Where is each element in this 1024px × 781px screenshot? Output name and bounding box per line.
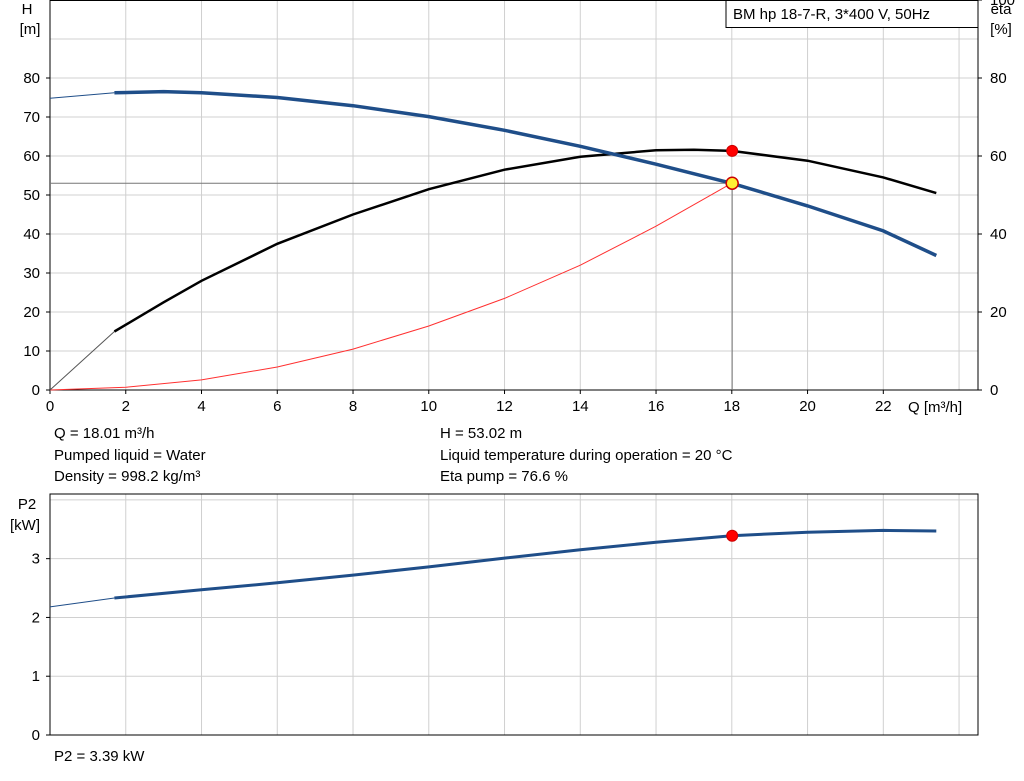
efficiency-curve [113,148,937,333]
head-value: H = 53.02 m [440,425,523,442]
y-axis-unit: [kW] [10,517,40,534]
x-tick-label: 8 [349,398,357,415]
title-box [725,0,979,28]
y-tick-label-right: 40 [990,226,1007,243]
x-tick-label: 6 [273,398,281,415]
x-tick-label: 20 [799,398,816,415]
efficiency-curve-extrapolated [49,331,115,391]
power-plot: 0 1 2 3 P2 [kW] [10,493,979,744]
power-operating-point [726,529,739,542]
y-axis-unit-right: [%] [990,21,1012,38]
x-tick-label: 12 [496,398,513,415]
chart-title: BM hp 18-7-R, 3*400 V, 50Hz [733,6,930,23]
y-tick-label-left: 10 [23,343,40,360]
y-tick-label-right: 60 [990,148,1007,165]
head-operating-point [725,176,739,190]
y-axis-unit-left: [m] [20,21,41,38]
x-axis-label: Q [m³/h] [908,399,962,416]
liquid-temperature: Liquid temperature during operation = 20… [440,447,733,464]
y-axis-label-right: eta [991,1,1013,18]
y-tick-label-right: 80 [990,70,1007,87]
y-tick-label-left: 70 [23,109,40,126]
power-value: P2 = 3.39 kW [54,748,145,765]
y-tick-label-right: 20 [990,304,1007,321]
y-tick-label: 2 [32,609,40,626]
system-curve [49,182,733,391]
y-tick-label: 1 [32,668,40,685]
power-curve [114,528,937,600]
power-curve-extrapolated [49,597,115,608]
y-tick-label-left: 80 [23,70,40,87]
y-tick-label-left: 40 [23,226,40,243]
y-tick-label-right: 100 [990,0,1015,9]
y-tick-label-left: 50 [23,187,40,204]
x-tick-label: 2 [122,398,130,415]
x-tick-label: 4 [197,398,205,415]
x-tick-label: 10 [420,398,437,415]
y-tick-label-left: 60 [23,148,40,165]
y-tick-label-right: 0 [990,382,998,399]
y-tick-label-left: 20 [23,304,40,321]
head-curve [114,89,938,258]
head-curve-extrapolated [49,92,115,99]
y-tick-label: 0 [32,727,40,744]
y-tick-label: 3 [32,551,40,568]
y-tick-label-left: 0 [32,382,40,399]
efficiency-operating-point [726,144,739,157]
x-tick-label: 0 [46,398,54,415]
density-value: Density = 998.2 kg/m³ [54,468,201,485]
x-tick-label: 22 [875,398,892,415]
y-axis-label-left: H [22,1,33,18]
x-tick-label: 16 [648,398,665,415]
pumped-liquid: Pumped liquid = Water [54,447,206,464]
x-tick-label: 18 [723,398,740,415]
plot-area [50,494,978,735]
x-tick-label: 14 [572,398,589,415]
y-axis-label: P2 [18,496,36,513]
plot-frame [49,493,979,736]
eta-pump-value: Eta pump = 76.6 % [440,468,568,485]
flow-value: Q = 18.01 m³/h [54,425,155,442]
head-efficiency-plot: 0 2 4 6 8 10 12 14 16 18 20 22 0 10 20 30 40 50 60 70 80 0 20 4… [20,0,1015,416]
y-tick-label-left: 30 [23,265,40,282]
